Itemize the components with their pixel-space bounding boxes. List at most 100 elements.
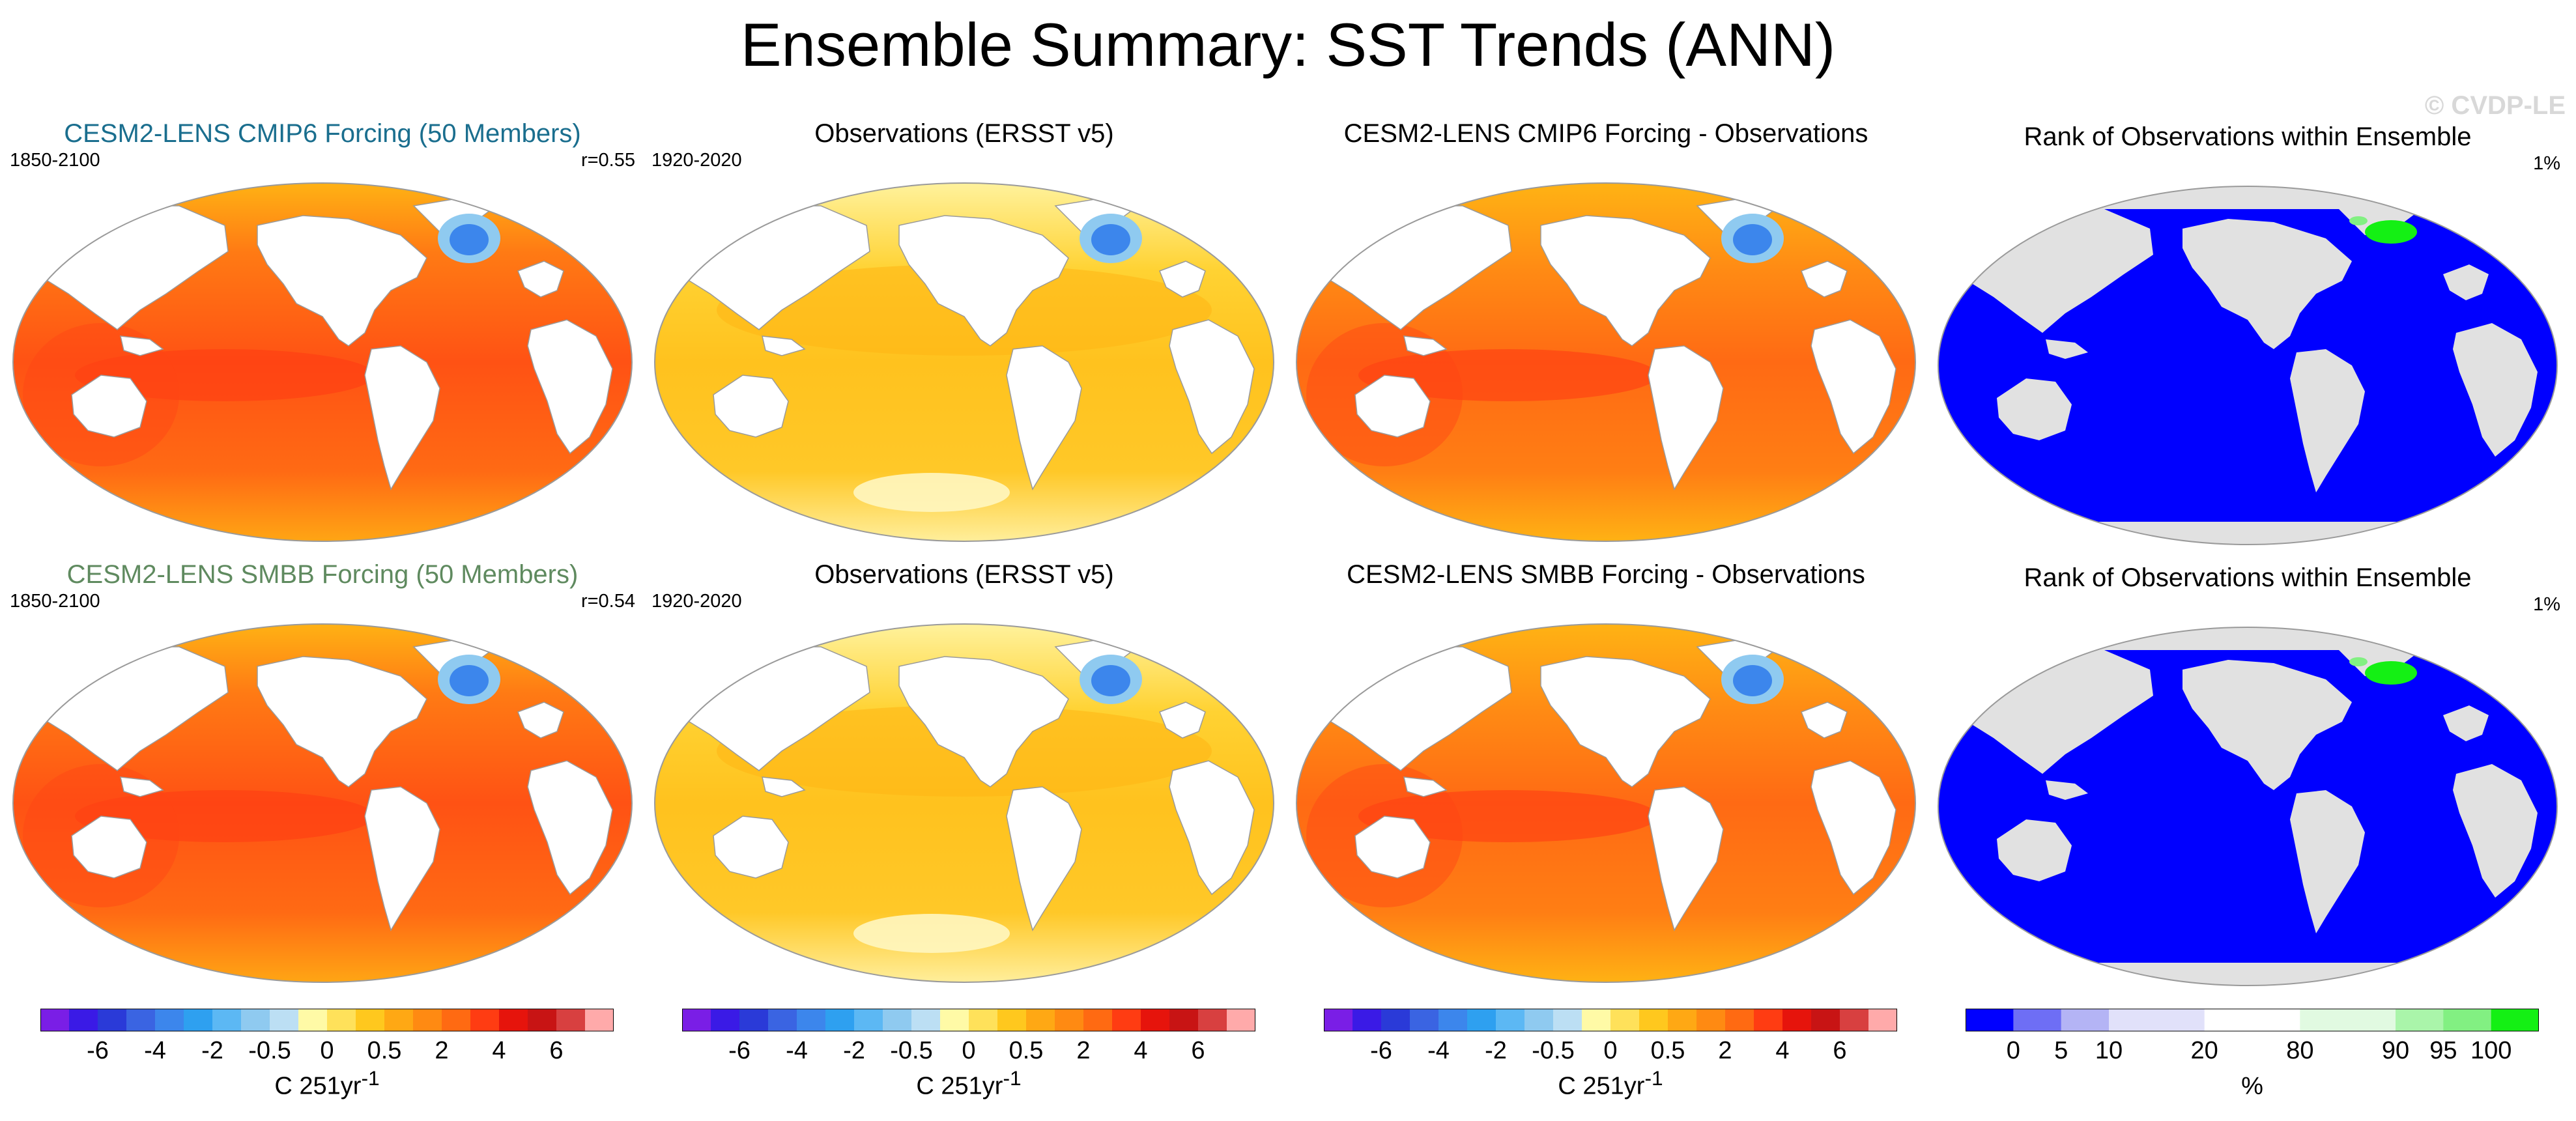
- land-mass: [1159, 261, 1206, 298]
- map-outline: [12, 623, 633, 983]
- colorbar-box: [711, 1009, 740, 1031]
- colorbar-frame: [40, 1008, 614, 1032]
- panel-diff-smbb: CESM2-LENS SMBB Forcing - Observations: [1287, 558, 1925, 988]
- colorbar-box: [2109, 1009, 2205, 1031]
- map: [1296, 623, 1916, 983]
- colorbar-tick-label: -2: [1485, 1037, 1507, 1064]
- colorbar-box: [1782, 1009, 1812, 1031]
- map-outline: [1938, 186, 2558, 545]
- colorbar-svg: 0 5 10 20 80 90 95 100: [1966, 1008, 2539, 1064]
- colorbar-box: [1639, 1009, 1668, 1031]
- land-mass: [1801, 702, 1848, 739]
- units-sup: -1: [1003, 1066, 1022, 1090]
- panel-percent: 1%: [2533, 594, 2560, 615]
- panel-period: 1850-2100: [10, 150, 100, 171]
- colorbar-tick-label: -2: [201, 1037, 223, 1064]
- colorbar-box: [1610, 1009, 1640, 1031]
- colorbar-box: [585, 1009, 614, 1031]
- warm-band: [1358, 349, 1658, 401]
- land-mass: [1169, 760, 1255, 896]
- colorbar-box: [1840, 1009, 1869, 1031]
- rank-high-patch: [2349, 216, 2368, 225]
- panel-title: Rank of Observations within Ensemble: [2024, 122, 2472, 151]
- panel-correlation: r=0.55: [580, 150, 635, 171]
- colorbar-box: [797, 1009, 826, 1031]
- map-layer: [1938, 186, 2557, 545]
- map-layer: [655, 183, 1274, 541]
- map-outline: [1296, 623, 1916, 983]
- map-outline: [1938, 627, 2558, 986]
- colorbar-box: [1467, 1009, 1496, 1031]
- colorbar-tick-label: 10: [2095, 1037, 2123, 1064]
- cooling-patch: [1733, 224, 1772, 255]
- colorbar-box: [155, 1009, 184, 1031]
- colorbar-frame: [1324, 1008, 1897, 1032]
- colorbar-box: [739, 1009, 769, 1031]
- colorbar-box: [768, 1009, 797, 1031]
- land-mass: [898, 656, 1069, 788]
- colorbar-box: [1083, 1009, 1113, 1031]
- colorbar-box: [2443, 1009, 2492, 1031]
- colorbar-box: [1227, 1009, 1255, 1031]
- colorbar-tick-label: 2: [435, 1037, 448, 1064]
- colorbar-svg: -6 -4 -2 -0.5 0 0.5 2 4 6: [682, 1008, 1255, 1064]
- main-title: Ensemble Summary: SST Trends (ANN): [740, 10, 1836, 79]
- land-mass: [1801, 261, 1848, 298]
- colorbar-svg: -6 -4 -2 -0.5 0 0.5 2 4 6: [40, 1008, 614, 1064]
- land-mass: [1648, 345, 1724, 490]
- colorbar-box: [2300, 1009, 2396, 1031]
- colorbar-tick-label: 0.5: [1009, 1037, 1044, 1064]
- warm-band: [75, 790, 375, 842]
- colorbar-box: [1582, 1009, 1611, 1031]
- colorbar-frame: [1966, 1008, 2539, 1032]
- colorbar-frame: [682, 1008, 1255, 1032]
- colorbar-box: [911, 1009, 941, 1031]
- colorbar-tick-label: 2: [1718, 1037, 1732, 1064]
- map-outline: [12, 182, 633, 542]
- colorbar-box: [241, 1009, 270, 1031]
- land-mass: [120, 335, 164, 356]
- land-mass: [517, 702, 564, 739]
- colorbar-box: [212, 1009, 242, 1031]
- land-mass: [1540, 656, 1711, 788]
- panel-title: CESM2-LENS CMIP6 Forcing (50 Members): [64, 119, 581, 148]
- colorbar-tick-label: 90: [2382, 1037, 2409, 1064]
- land-mass: [527, 760, 613, 896]
- colorbar-box: [270, 1009, 299, 1031]
- land-mass: [527, 319, 613, 455]
- land-mass: [898, 215, 1069, 347]
- land-mass: [2453, 764, 2538, 898]
- units-text: %: [2241, 1072, 2263, 1100]
- colorbar-box: [1553, 1009, 1582, 1031]
- colorbar-tick-label: 0: [1603, 1037, 1617, 1064]
- colorbar-tick-label: 100: [2470, 1037, 2512, 1064]
- colorbar-tick-label: 0: [320, 1037, 334, 1064]
- land-mass: [2182, 219, 2352, 349]
- colorbar-tick-label: -0.5: [1532, 1037, 1574, 1064]
- colorbar-box: [184, 1009, 213, 1031]
- colorbar-box: [997, 1009, 1027, 1031]
- colorbar-units: %: [1966, 1066, 2539, 1101]
- colorbar-box: [413, 1009, 442, 1031]
- land-mass: [364, 345, 440, 490]
- panel-percent: 1%: [2533, 153, 2560, 174]
- units-sup: -1: [361, 1066, 380, 1090]
- land-mass: [1540, 215, 1711, 347]
- colorbar-box: [40, 1009, 70, 1031]
- colorbar-box: [1198, 1009, 1227, 1031]
- cooling-patch: [450, 224, 489, 255]
- land-mass: [762, 776, 806, 797]
- map: [1938, 186, 2558, 545]
- colorbar-box: [327, 1009, 356, 1031]
- land-mass: [2182, 660, 2352, 790]
- colorbar-box: [969, 1009, 998, 1031]
- colorbar-box: [854, 1009, 883, 1031]
- land-mass: [1403, 335, 1448, 356]
- colorbar-box: [298, 1009, 328, 1031]
- colorbar-tick-label: -0.5: [248, 1037, 291, 1064]
- colorbar-tick-label: 80: [2286, 1037, 2313, 1064]
- land-mass: [1006, 345, 1082, 490]
- colorbar-box: [1725, 1009, 1754, 1031]
- colorbar-box: [1496, 1009, 1525, 1031]
- warm-band: [1358, 790, 1658, 842]
